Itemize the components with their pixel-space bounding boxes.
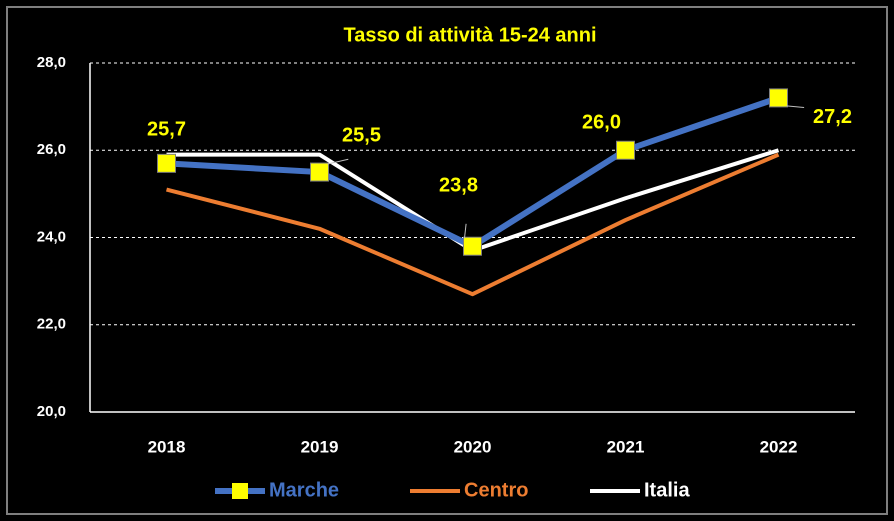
chart-border [6, 6, 888, 515]
data-label: 25,7 [147, 119, 186, 141]
chart-title: Tasso di attività 15-24 anni [343, 24, 596, 46]
leader-line [786, 105, 805, 108]
data-label: 25,5 [342, 124, 381, 146]
legend-label: Italia [644, 479, 690, 501]
marker [616, 140, 635, 160]
marker [769, 88, 788, 108]
y-tick-label: 28,0 [37, 54, 66, 71]
x-tick-label: 2020 [454, 437, 492, 456]
y-tick-label: 26,0 [37, 141, 66, 158]
legend-marker [232, 483, 248, 499]
marker [310, 162, 329, 182]
x-tick-label: 2019 [301, 437, 339, 456]
leader-line [327, 158, 349, 165]
marker [463, 236, 482, 256]
x-tick-label: 2021 [607, 437, 645, 456]
data-label: 27,2 [813, 106, 852, 128]
y-tick-label: 20,0 [37, 403, 66, 420]
data-label: 23,8 [439, 175, 478, 197]
marker [157, 153, 176, 173]
legend-label: Centro [464, 479, 528, 501]
series-line [166, 152, 780, 297]
leader-line [464, 223, 467, 239]
y-tick-label: 22,0 [37, 316, 66, 333]
data-label: 26,0 [582, 112, 621, 134]
x-tick-label: 2018 [148, 437, 186, 456]
y-tick-label: 24,0 [37, 228, 66, 245]
legend-label: Marche [269, 479, 339, 501]
x-tick-label: 2022 [760, 437, 798, 456]
